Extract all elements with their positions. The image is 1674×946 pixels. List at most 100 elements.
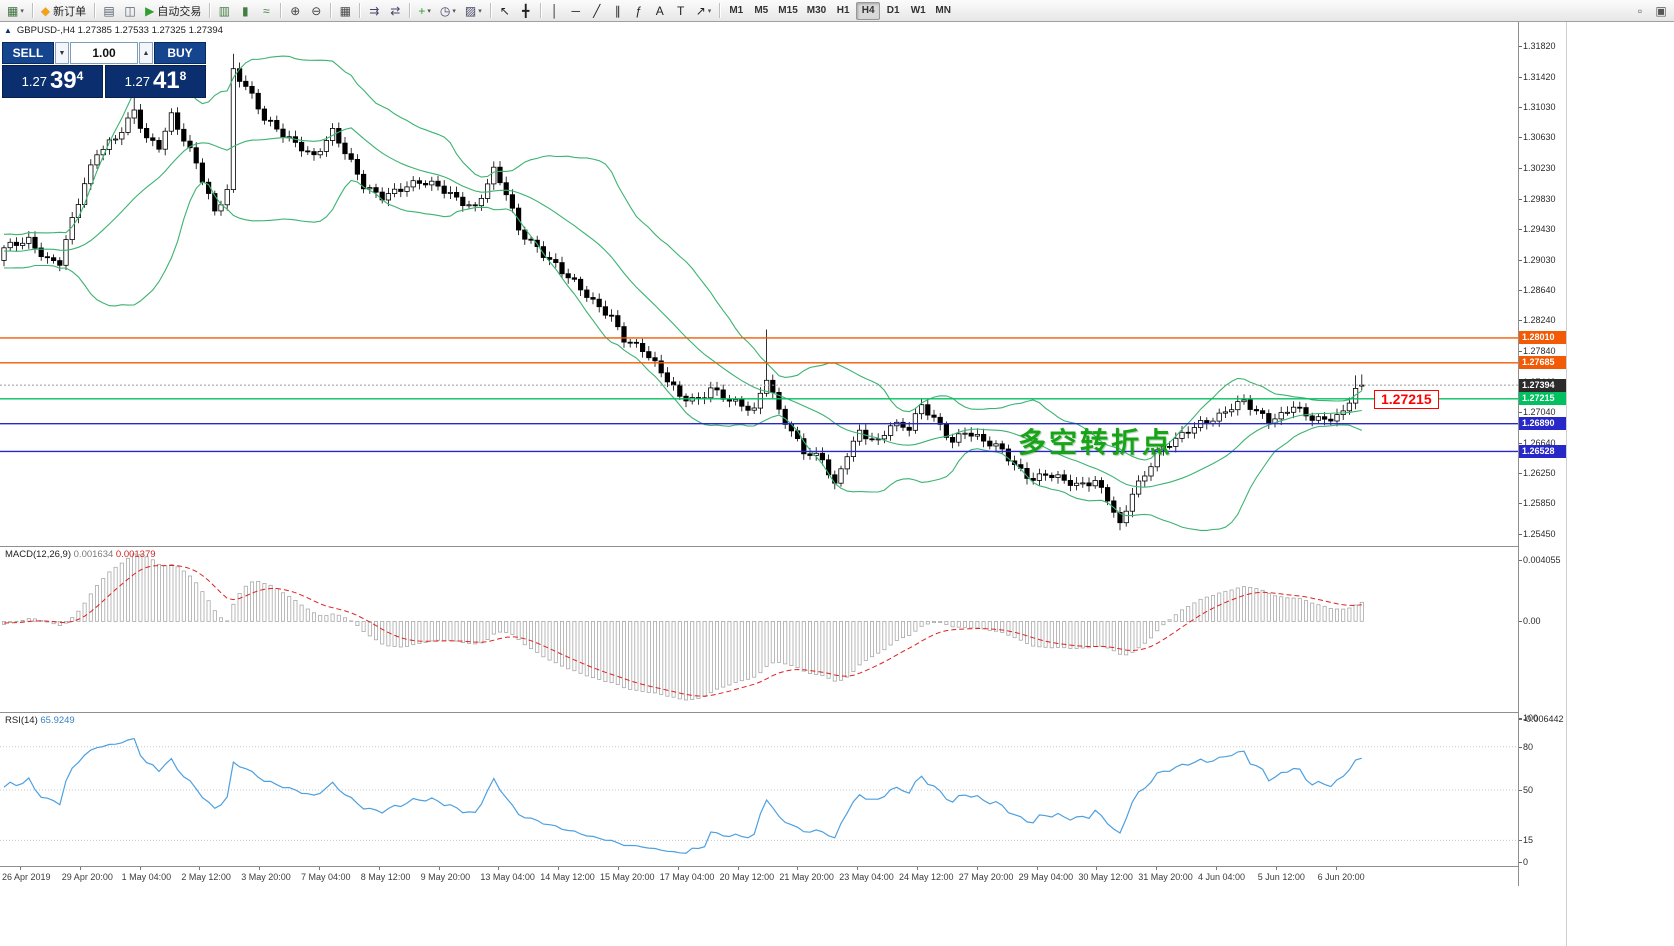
crosshair-button[interactable]: ╋ bbox=[516, 2, 536, 20]
zoom-in-icon: ⊕ bbox=[290, 3, 301, 18]
rsi-chart[interactable] bbox=[0, 712, 1518, 866]
pane-divider[interactable] bbox=[0, 546, 1566, 547]
time-axis-label: 4 Jun 04:00 bbox=[1198, 872, 1246, 882]
text-label-button[interactable]: T bbox=[671, 2, 691, 20]
tile-windows-button[interactable]: ▦ bbox=[335, 2, 355, 20]
time-axis-tick bbox=[737, 867, 739, 870]
chart-shift-button[interactable]: ⇄ bbox=[385, 2, 405, 20]
time-axis-label: 24 May 12:00 bbox=[899, 872, 954, 882]
horizontal-line-icon: ─ bbox=[571, 3, 580, 18]
buy-price-display[interactable]: 1.27 41 8 bbox=[105, 65, 206, 98]
volume-decrease-button[interactable]: ▼ bbox=[55, 42, 69, 64]
bar-chart-button[interactable]: ▥ bbox=[214, 2, 234, 20]
new-order-button[interactable]: ◆ 新订单 bbox=[37, 2, 90, 20]
vertical-line-button[interactable]: │ bbox=[545, 2, 565, 20]
timeframe-h1-button[interactable]: H1 bbox=[836, 5, 850, 16]
rsi-pane[interactable]: RSI(14) 65.9249 bbox=[0, 712, 1518, 866]
chart-annotation-text[interactable]: 多空转折点 bbox=[1018, 427, 1174, 458]
templates-icon: ▨ bbox=[464, 3, 477, 18]
time-axis-tick bbox=[498, 867, 500, 870]
indicators-button[interactable]: + ▾ bbox=[414, 2, 435, 20]
time-axis-tick bbox=[1156, 867, 1158, 870]
timeframe-h4-button[interactable]: H4 bbox=[856, 1, 881, 20]
time-axis-label: 8 May 12:00 bbox=[360, 872, 411, 882]
bar-chart-icon: ▥ bbox=[218, 3, 230, 18]
ohlc-readout: GBPUSD-,H4 1.27385 1.27533 1.27325 1.273… bbox=[16, 25, 223, 36]
periods-button[interactable]: ◷ ▾ bbox=[436, 2, 460, 20]
price-axis-label: 1.26250 bbox=[1523, 467, 1556, 478]
sell-button[interactable]: SELL bbox=[2, 42, 54, 64]
chart-list-icon: ▣ bbox=[1655, 3, 1667, 18]
right-empty-area bbox=[1566, 22, 1674, 946]
macd-main-value: 0.001634 bbox=[73, 549, 114, 560]
market-watch-icon: ▤ bbox=[103, 3, 115, 18]
navigator-button[interactable]: ◫ bbox=[120, 2, 140, 20]
new-order-icon: ◆ bbox=[40, 3, 51, 18]
timeframe-m1-button[interactable]: M1 bbox=[729, 5, 744, 16]
time-axis-tick bbox=[797, 867, 799, 870]
macd-chart[interactable] bbox=[0, 546, 1518, 712]
trendline-icon: ╱ bbox=[593, 3, 601, 18]
time-axis-label: 20 May 12:00 bbox=[719, 872, 775, 882]
horizontal-line-button[interactable]: ─ bbox=[566, 2, 586, 20]
pane-divider[interactable] bbox=[0, 712, 1566, 713]
time-axis-label: 27 May 20:00 bbox=[958, 872, 1014, 882]
crosshair-icon: ╋ bbox=[522, 3, 530, 18]
level-price-tag: 1.26528 bbox=[1519, 444, 1566, 458]
axis-tick bbox=[1519, 746, 1522, 748]
time-axis-tick bbox=[917, 867, 918, 870]
rsi-indicator-label: RSI(14) 65.9249 bbox=[5, 715, 75, 726]
vertical-line-icon: │ bbox=[550, 3, 559, 18]
market-watch-button[interactable]: ▤ bbox=[99, 2, 119, 20]
trendline-button[interactable]: ╱ bbox=[587, 2, 607, 20]
time-axis[interactable]: 26 Apr 2019 29 Apr 20:00 1 May 04:00 2 May … bbox=[0, 867, 1518, 886]
equidistant-channel-button[interactable]: ∥ bbox=[608, 2, 628, 20]
main-chart-pane[interactable]: ▲ GBPUSD-,H4 1.27385 1.27533 1.27325 1.27… bbox=[0, 22, 1518, 546]
timeframe-m15-button[interactable]: M15 bbox=[778, 5, 798, 16]
sell-price-display[interactable]: 1.27 39 4 bbox=[2, 65, 103, 98]
line-chart-icon: ≈ bbox=[263, 3, 270, 18]
volume-increase-button[interactable]: ▲ bbox=[139, 42, 153, 64]
time-axis-tick bbox=[677, 867, 679, 870]
toolbar-separator bbox=[209, 3, 211, 18]
timeframe-m30-button[interactable]: M30 bbox=[806, 5, 827, 16]
price-axis[interactable]: 1.31820 1.31420 1.31030 1.30630 1.30230 1.298… bbox=[1519, 22, 1566, 886]
pane-divider[interactable] bbox=[0, 866, 1566, 867]
timeframe-m5-button[interactable]: M5 bbox=[754, 5, 769, 16]
cursor-button[interactable]: ↖ bbox=[495, 2, 515, 20]
candlestick-chart[interactable] bbox=[0, 22, 1518, 546]
volume-input[interactable] bbox=[70, 42, 138, 64]
new-chart-button[interactable]: ▦ ▾ bbox=[3, 2, 28, 20]
buy-button[interactable]: BUY bbox=[154, 42, 206, 64]
autotrading-button-label: 自动交易 bbox=[157, 5, 202, 18]
autotrading-button[interactable]: ▶ 自动交易 bbox=[141, 2, 205, 20]
chart-list-button[interactable]: ▣ bbox=[1651, 2, 1671, 20]
zoom-out-button[interactable]: ⊖ bbox=[306, 2, 326, 20]
zoom-in-button[interactable]: ⊕ bbox=[285, 2, 305, 20]
price-axis-label: 1.25450 bbox=[1523, 529, 1556, 539]
axis-tick bbox=[1519, 503, 1522, 505]
fibonacci-button[interactable]: ƒ bbox=[629, 2, 649, 20]
auto-scroll-button[interactable]: ⇉ bbox=[364, 2, 384, 20]
indicators-icon: + bbox=[418, 3, 426, 18]
candlestick-chart-button[interactable]: ▮ bbox=[235, 2, 255, 20]
new-chart-window-button[interactable]: ▫ bbox=[1630, 2, 1650, 20]
text-button[interactable]: A bbox=[650, 2, 670, 20]
axis-tick bbox=[1519, 289, 1522, 291]
one-click-panel-toggle-icon[interactable]: ▲ bbox=[4, 26, 12, 35]
timeframe-d1-button[interactable]: D1 bbox=[886, 5, 900, 16]
toolbar-separator bbox=[539, 3, 541, 18]
time-axis-tick bbox=[79, 867, 81, 870]
templates-button[interactable]: ▨ ▾ bbox=[461, 2, 486, 20]
arrows-button[interactable]: ↗ ▾ bbox=[692, 2, 716, 20]
time-axis-tick bbox=[199, 867, 201, 870]
macd-pane[interactable]: MACD(12,26,9) 0.001634 0.001379 bbox=[0, 546, 1518, 712]
line-chart-button[interactable]: ≈ bbox=[256, 2, 276, 20]
timeframe-w1-button[interactable]: W1 bbox=[910, 5, 926, 16]
time-axis-label: 2 May 12:00 bbox=[181, 872, 231, 882]
price-callout-label[interactable]: 1.27215 bbox=[1374, 390, 1439, 409]
axis-tick bbox=[1519, 862, 1522, 863]
caret-down-icon: ▾ bbox=[20, 7, 24, 15]
timeframe-mn-button[interactable]: MN bbox=[935, 5, 951, 16]
rsi-axis-label: 80 bbox=[1523, 741, 1534, 752]
